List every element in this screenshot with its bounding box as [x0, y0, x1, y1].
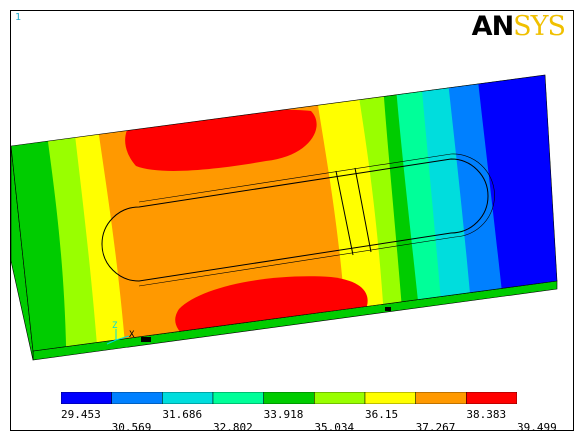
plate-top-outline	[11, 74, 558, 352]
triad-x-label: X	[129, 330, 135, 340]
legend-tick-lower: 30.569	[111, 421, 152, 431]
contour-legend: 29.453 31.686 33.918 36.15 38.383 30.569 32.80…	[60, 389, 557, 431]
legend-tick-upper: 38.383	[466, 408, 507, 421]
legend-swatch	[212, 391, 264, 405]
legend-tick-upper: 31.686	[162, 408, 203, 421]
slot-outline	[101, 158, 489, 282]
legend-tick-upper: 33.918	[263, 408, 304, 421]
triad-z-label: Z	[112, 321, 118, 331]
temperature-contours	[11, 75, 557, 351]
contour-plot-model[interactable]: Z X	[11, 11, 573, 430]
legend-tick-upper: 36.15	[365, 408, 399, 421]
legend-swatch	[364, 391, 416, 405]
window-number: 1	[15, 12, 22, 23]
legend-tick-upper: 29.453	[61, 408, 101, 421]
legend-swatch	[111, 391, 163, 405]
legend-swatch	[314, 391, 366, 405]
graphics-window: 1 ANSYS	[10, 10, 574, 431]
legend-swatch	[415, 391, 467, 405]
legend-tick-lower: 39.499	[517, 421, 557, 431]
ansys-logo: ANSYS	[471, 11, 566, 42]
legend-tick-lower: 37.267	[415, 421, 456, 431]
legend-swatch	[263, 391, 315, 405]
legend-tick-lower: 35.034	[314, 421, 355, 431]
legend-swatch	[466, 391, 518, 405]
legend-color-bar	[60, 391, 518, 405]
legend-swatch	[60, 391, 112, 405]
coordinate-triad: Z X	[106, 321, 135, 345]
legend-tick-lower: 32.802	[213, 421, 253, 431]
legend-swatch	[162, 391, 214, 405]
